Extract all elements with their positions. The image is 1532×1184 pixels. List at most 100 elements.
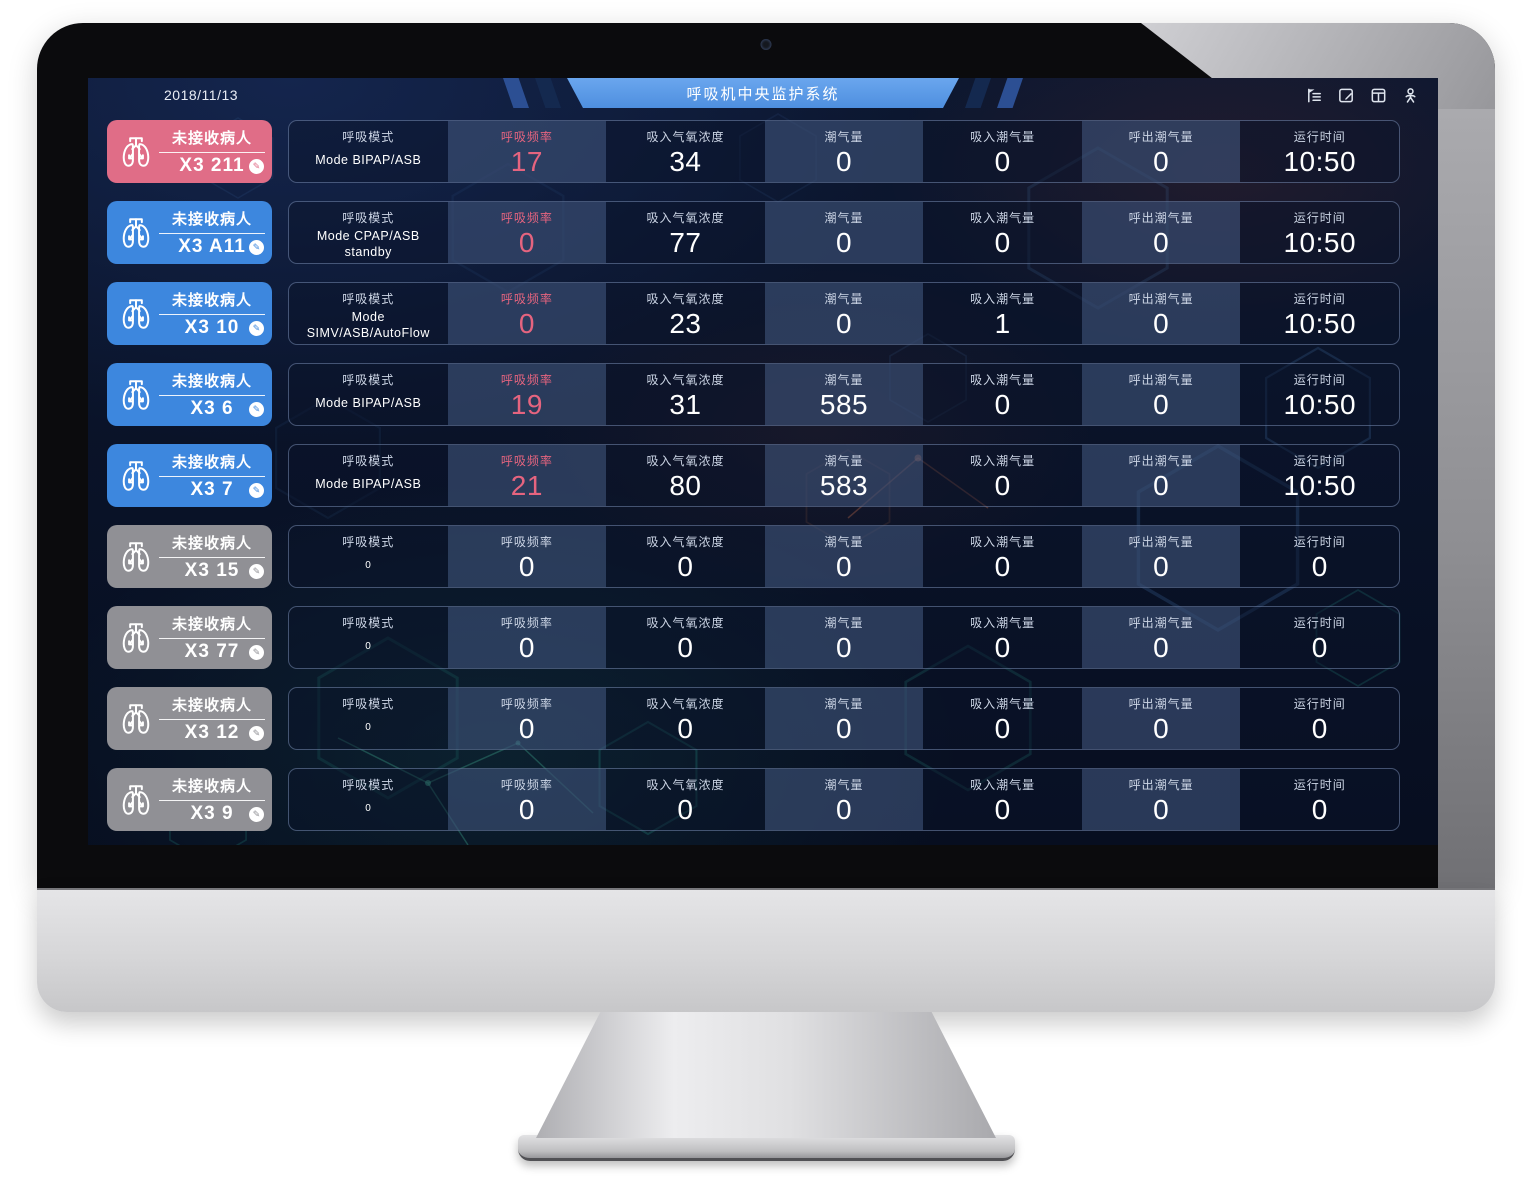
cell-exhaled-tidal: 呼出潮气量 0 bbox=[1081, 688, 1241, 749]
device-badge[interactable]: 未接收病人 X3 12 ✎ bbox=[107, 687, 272, 750]
lung-icon bbox=[112, 212, 159, 254]
cell-runtime: 运行时间 10:50 bbox=[1283, 130, 1357, 177]
layout-columns-icon[interactable] bbox=[1369, 86, 1388, 105]
page-title: 呼吸机中央监护系统 bbox=[567, 78, 959, 108]
cell-vent-mode: 呼吸模式 0 bbox=[342, 616, 395, 652]
cell-vent-mode: 呼吸模式 Mode BIPAP/ASB bbox=[315, 130, 422, 168]
lung-icon bbox=[112, 293, 159, 335]
edit-note-icon[interactable] bbox=[1337, 86, 1356, 105]
user-icon[interactable] bbox=[1401, 86, 1420, 105]
device-id: X3 77 bbox=[184, 641, 240, 662]
device-id: X3 A11 bbox=[178, 236, 246, 257]
cell-tidal-volume: 潮气量 0 bbox=[764, 283, 924, 344]
cell-exhaled-tidal: 呼出潮气量 0 bbox=[1081, 364, 1241, 425]
bezel-edge bbox=[1438, 109, 1495, 888]
cell-exhaled-tidal: 呼出潮气量 0 bbox=[1081, 526, 1241, 587]
banner-decor-slash bbox=[503, 78, 529, 108]
cell-resp-rate: 呼吸频率 0 bbox=[447, 688, 607, 749]
patient-status-label: 未接收病人 bbox=[171, 210, 252, 228]
device-id: X3 10 bbox=[184, 317, 240, 338]
lung-icon bbox=[112, 536, 159, 578]
metrics-panel: 呼吸模式 Mode SIMV/ASB/AutoFlow standby 呼吸频率… bbox=[288, 282, 1400, 345]
device-row[interactable]: 未接收病人 X3 7 ✎ 呼吸模式 Mode BIPAP/ASB 呼吸频率 21… bbox=[107, 444, 1400, 507]
cell-inhaled-tidal: 吸入潮气量 0 bbox=[970, 211, 1036, 258]
cell-inhaled-tidal: 吸入潮气量 0 bbox=[970, 454, 1036, 501]
app-screen: 2018/11/13 呼吸机中央监护系统 bbox=[88, 78, 1438, 845]
device-row[interactable]: 未接收病人 X3 15 ✎ 呼吸模式 0 呼吸频率 0 吸入气氧浓度 0 bbox=[107, 525, 1400, 588]
edit-icon[interactable]: ✎ bbox=[249, 239, 264, 255]
cell-exhaled-tidal: 呼出潮气量 0 bbox=[1081, 202, 1241, 263]
metrics-panel: 呼吸模式 0 呼吸频率 0 吸入气氧浓度 0 潮气量 0 吸入潮气量 0 呼出潮… bbox=[288, 768, 1400, 831]
monitor-frame: 2018/11/13 呼吸机中央监护系统 bbox=[37, 23, 1495, 1161]
outline-menu-icon[interactable] bbox=[1305, 86, 1324, 105]
edit-icon[interactable]: ✎ bbox=[249, 563, 264, 579]
cell-resp-rate: 呼吸频率 17 bbox=[447, 121, 607, 182]
device-badge[interactable]: 未接收病人 X3 7 ✎ bbox=[107, 444, 272, 507]
cell-fio2: 吸入气氧浓度 0 bbox=[646, 778, 725, 825]
cell-tidal-volume: 潮气量 0 bbox=[764, 769, 924, 830]
device-id: X3 9 bbox=[190, 803, 234, 824]
cell-exhaled-tidal: 呼出潮气量 0 bbox=[1081, 121, 1241, 182]
cell-tidal-volume: 潮气量 0 bbox=[764, 688, 924, 749]
device-id: X3 12 bbox=[184, 722, 240, 743]
edit-icon[interactable]: ✎ bbox=[249, 644, 264, 660]
edit-icon[interactable]: ✎ bbox=[249, 401, 264, 417]
cell-runtime: 运行时间 0 bbox=[1293, 616, 1346, 663]
edit-icon[interactable]: ✎ bbox=[249, 482, 264, 498]
device-row[interactable]: 未接收病人 X3 A11 ✎ 呼吸模式 Mode CPAP/ASB standb… bbox=[107, 201, 1400, 264]
lung-icon bbox=[112, 131, 159, 173]
metrics-panel: 呼吸模式 Mode BIPAP/ASB 呼吸频率 19 吸入气氧浓度 31 潮气… bbox=[288, 363, 1400, 426]
badge-divider bbox=[159, 556, 265, 558]
cell-fio2: 吸入气氧浓度 34 bbox=[646, 130, 725, 177]
cell-inhaled-tidal: 吸入潮气量 1 bbox=[970, 292, 1036, 339]
device-badge[interactable]: 未接收病人 X3 6 ✎ bbox=[107, 363, 272, 426]
cell-tidal-volume: 潮气量 0 bbox=[764, 526, 924, 587]
device-row[interactable]: 未接收病人 X3 77 ✎ 呼吸模式 0 呼吸频率 0 吸入气氧浓度 0 bbox=[107, 606, 1400, 669]
edit-icon[interactable]: ✎ bbox=[249, 806, 264, 822]
cell-exhaled-tidal: 呼出潮气量 0 bbox=[1081, 769, 1241, 830]
patient-status-label: 未接收病人 bbox=[171, 291, 252, 309]
cell-tidal-volume: 潮气量 0 bbox=[764, 121, 924, 182]
device-id: X3 211 bbox=[179, 155, 245, 176]
cell-resp-rate: 呼吸频率 0 bbox=[447, 607, 607, 668]
badge-divider bbox=[159, 637, 265, 639]
device-badge[interactable]: 未接收病人 X3 9 ✎ bbox=[107, 768, 272, 831]
device-row[interactable]: 未接收病人 X3 6 ✎ 呼吸模式 Mode BIPAP/ASB 呼吸频率 19… bbox=[107, 363, 1400, 426]
metrics-panel: 呼吸模式 Mode CPAP/ASB standby 呼吸频率 0 吸入气氧浓度… bbox=[288, 201, 1400, 264]
patient-status-label: 未接收病人 bbox=[171, 129, 252, 147]
device-id: X3 6 bbox=[190, 398, 234, 419]
metrics-panel: 呼吸模式 0 呼吸频率 0 吸入气氧浓度 0 潮气量 0 吸入潮气量 0 呼出潮… bbox=[288, 525, 1400, 588]
device-badge[interactable]: 未接收病人 X3 211 ✎ bbox=[107, 120, 272, 183]
device-row[interactable]: 未接收病人 X3 211 ✎ 呼吸模式 Mode BIPAP/ASB 呼吸频率 … bbox=[107, 120, 1400, 183]
current-date: 2018/11/13 bbox=[164, 87, 239, 103]
cell-runtime: 运行时间 0 bbox=[1293, 697, 1346, 744]
cell-runtime: 运行时间 10:50 bbox=[1283, 292, 1357, 339]
device-badge[interactable]: 未接收病人 X3 77 ✎ bbox=[107, 606, 272, 669]
device-badge[interactable]: 未接收病人 X3 10 ✎ bbox=[107, 282, 272, 345]
cell-inhaled-tidal: 吸入潮气量 0 bbox=[970, 778, 1036, 825]
cell-runtime: 运行时间 10:50 bbox=[1283, 454, 1357, 501]
device-row[interactable]: 未接收病人 X3 10 ✎ 呼吸模式 Mode SIMV/ASB/AutoFlo… bbox=[107, 282, 1400, 345]
cell-resp-rate: 呼吸频率 0 bbox=[447, 526, 607, 587]
device-badge[interactable]: 未接收病人 X3 A11 ✎ bbox=[107, 201, 272, 264]
lung-icon bbox=[112, 698, 159, 740]
lung-icon bbox=[112, 374, 159, 416]
cell-inhaled-tidal: 吸入潮气量 0 bbox=[970, 697, 1036, 744]
monitor-stand bbox=[536, 1012, 996, 1138]
edit-icon[interactable]: ✎ bbox=[249, 158, 264, 174]
metrics-panel: 呼吸模式 Mode BIPAP/ASB 呼吸频率 17 吸入气氧浓度 34 潮气… bbox=[288, 120, 1400, 183]
patient-status-label: 未接收病人 bbox=[171, 615, 252, 633]
metrics-panel: 呼吸模式 Mode BIPAP/ASB 呼吸频率 21 吸入气氧浓度 80 潮气… bbox=[288, 444, 1400, 507]
device-row[interactable]: 未接收病人 X3 12 ✎ 呼吸模式 0 呼吸频率 0 吸入气氧浓度 0 bbox=[107, 687, 1400, 750]
cell-runtime: 运行时间 0 bbox=[1293, 535, 1346, 582]
badge-divider bbox=[159, 232, 265, 234]
device-row[interactable]: 未接收病人 X3 9 ✎ 呼吸模式 0 呼吸频率 0 吸入气氧浓度 0 bbox=[107, 768, 1400, 831]
cell-vent-mode: 呼吸模式 Mode BIPAP/ASB bbox=[315, 373, 422, 411]
cell-resp-rate: 呼吸频率 0 bbox=[447, 283, 607, 344]
patient-status-label: 未接收病人 bbox=[171, 534, 252, 552]
edit-icon[interactable]: ✎ bbox=[249, 320, 264, 336]
cell-runtime: 运行时间 0 bbox=[1293, 778, 1346, 825]
edit-icon[interactable]: ✎ bbox=[249, 725, 264, 741]
cell-vent-mode: 呼吸模式 Mode SIMV/ASB/AutoFlow standby bbox=[306, 292, 430, 344]
device-badge[interactable]: 未接收病人 X3 15 ✎ bbox=[107, 525, 272, 588]
